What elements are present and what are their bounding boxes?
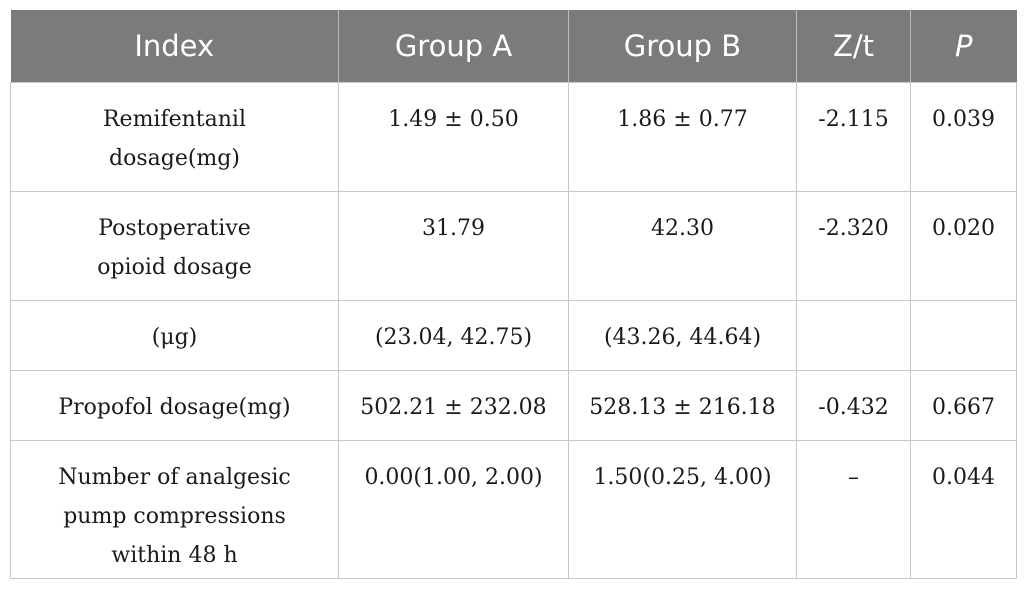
row-group-b-cell: 42.30 — [568, 191, 797, 301]
header-row: Index Group A Group B Z/t P — [10, 10, 1017, 83]
row-group-a-cell: 502.21 ± 232.08 — [338, 370, 569, 441]
row-p-cell: 0.667 — [910, 370, 1017, 441]
data-table-container: Index Group A Group B Z/t P Remifentanil… — [10, 10, 1017, 579]
row-zt-cell: -0.432 — [796, 370, 911, 441]
row-zt-cell: -2.115 — [796, 82, 911, 192]
row-group-a-cell: 1.49 ± 0.50 — [338, 82, 569, 192]
table-row: Propofol dosage(mg) 502.21 ± 232.08 528.… — [10, 370, 1017, 441]
row-index-cell: (μg) — [10, 300, 339, 371]
row-index-label: Postoperative opioid dosage — [97, 216, 252, 280]
row-p-cell: 0.039 — [910, 82, 1017, 192]
row-zt-cell: – — [796, 440, 911, 579]
header-group-a: Group A — [338, 10, 569, 83]
row-index-cell: Postoperative opioid dosage — [10, 191, 339, 301]
table-row: Remifentanil dosage(mg) 1.49 ± 0.50 1.86… — [10, 82, 1017, 192]
header-group-b: Group B — [568, 10, 797, 83]
header-p: P — [910, 10, 1017, 83]
header-index: Index — [10, 10, 339, 83]
results-table: Index Group A Group B Z/t P Remifentanil… — [10, 10, 1017, 579]
table-row: (μg) (23.04, 42.75) (43.26, 44.64) — [10, 300, 1017, 371]
row-index-label: (μg) — [151, 325, 198, 350]
table-row: Number of analgesic pump compressions wi… — [10, 440, 1017, 579]
row-group-a-cell: 31.79 — [338, 191, 569, 301]
row-index-label: Propofol dosage(mg) — [58, 395, 291, 420]
row-index-cell: Propofol dosage(mg) — [10, 370, 339, 441]
header-zt: Z/t — [796, 10, 911, 83]
row-group-b-cell: 528.13 ± 216.18 — [568, 370, 797, 441]
row-index-cell: Number of analgesic pump compressions wi… — [10, 440, 339, 579]
row-index-cell: Remifentanil dosage(mg) — [10, 82, 339, 192]
row-index-label: Number of analgesic pump compressions wi… — [58, 465, 291, 568]
row-group-b-cell: (43.26, 44.64) — [568, 300, 797, 371]
row-p-cell — [910, 300, 1017, 371]
row-group-b-cell: 1.86 ± 0.77 — [568, 82, 797, 192]
table-row: Postoperative opioid dosage 31.79 42.30 … — [10, 191, 1017, 301]
row-p-cell: 0.020 — [910, 191, 1017, 301]
row-group-b-cell: 1.50(0.25, 4.00) — [568, 440, 797, 579]
row-group-a-cell: 0.00(1.00, 2.00) — [338, 440, 569, 579]
row-group-a-cell: (23.04, 42.75) — [338, 300, 569, 371]
row-zt-cell — [796, 300, 911, 371]
row-index-label: Remifentanil dosage(mg) — [102, 107, 246, 171]
row-zt-cell: -2.320 — [796, 191, 911, 301]
row-p-cell: 0.044 — [910, 440, 1017, 579]
